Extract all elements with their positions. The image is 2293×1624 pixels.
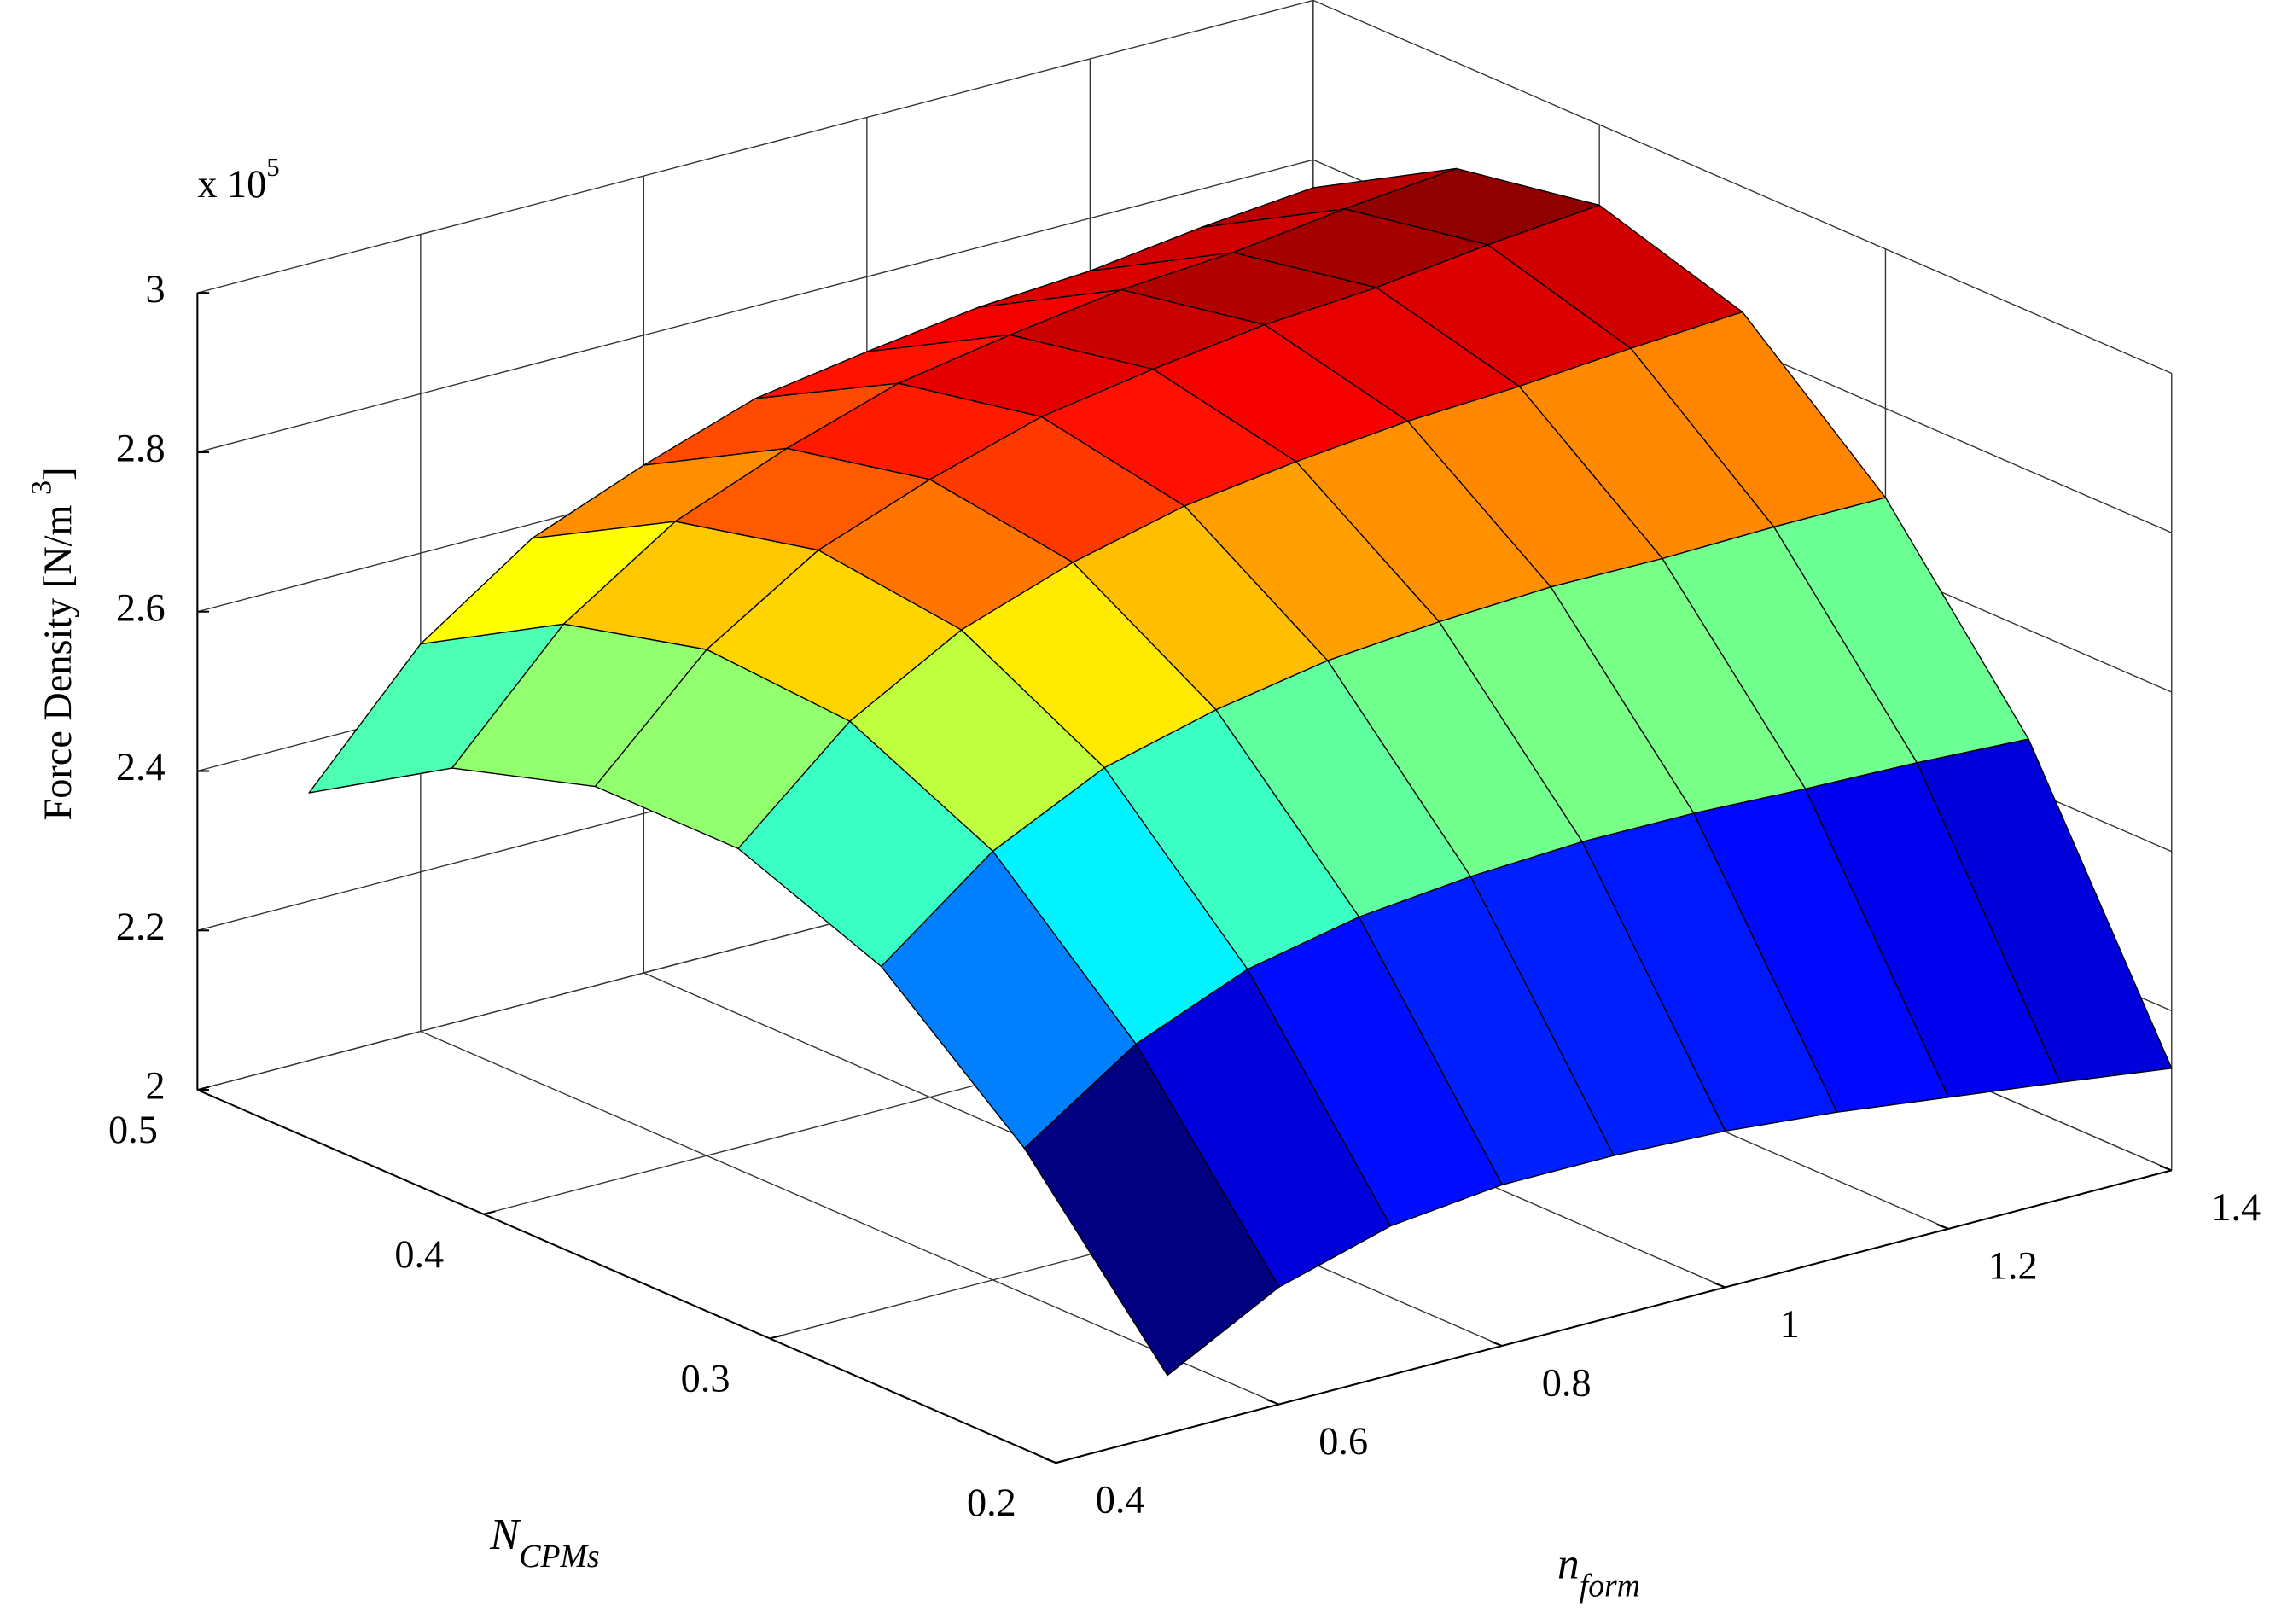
grid-line — [197, 159, 1314, 453]
y-label-sub: CPMs — [519, 1539, 599, 1575]
x-tick — [1044, 1457, 1056, 1464]
x-tick — [1490, 1340, 1503, 1347]
x-tick — [1266, 1399, 1280, 1406]
surface-face — [1023, 1043, 1280, 1377]
multiplier-text: x 10 — [197, 162, 266, 206]
y-tick-label: 0.5 — [108, 1109, 158, 1152]
z-tick-label: 3 — [146, 268, 166, 311]
y-tick — [1056, 1458, 1068, 1464]
y-tick-label: 0.3 — [681, 1357, 730, 1400]
x-tick-label: 0.4 — [1096, 1479, 1145, 1522]
x-tick-label: 1.2 — [1988, 1244, 2038, 1288]
grid-line — [1312, 0, 2173, 375]
z-axis-label: Force Density [N/m 3] — [25, 467, 79, 820]
x-tick-label: 1 — [1780, 1303, 1800, 1347]
z-tick-label: 2.4 — [116, 746, 166, 789]
x-tick-label: 1.4 — [2211, 1186, 2261, 1230]
z-tick-label: 2.2 — [116, 905, 166, 949]
grid-line — [197, 0, 1314, 294]
x-axis-label: nform — [1557, 1540, 1640, 1604]
x-axis — [1055, 1169, 2173, 1464]
y-tick-label: 0.2 — [967, 1481, 1016, 1525]
z-tick-label: 2 — [146, 1065, 166, 1109]
x-tick — [2159, 1165, 2173, 1172]
z-tick-label: 2.6 — [116, 586, 166, 630]
multiplier-exponent: 5 — [266, 153, 279, 182]
y-label-text: N — [489, 1510, 521, 1559]
surface — [308, 167, 2173, 1377]
x-tick — [1713, 1282, 1726, 1289]
x-tick-label: 0.6 — [1318, 1420, 1368, 1464]
grid-line — [420, 1030, 1280, 1406]
axes: 2 2.2 2.4 2.6 2.8 3 0.2 0.3 0.4 0.5 0.4 0.6 0.8 1 1.2 1… — [108, 268, 2261, 1525]
z-label-sup: 3 — [25, 480, 57, 495]
x-label-text: n — [1557, 1540, 1580, 1588]
y-tick — [483, 1210, 496, 1215]
z-label-end: ] — [37, 467, 80, 480]
y-axis-label: NCPMs — [489, 1510, 600, 1575]
z-tick-label: 2.8 — [116, 428, 166, 471]
y-tick — [197, 1086, 210, 1091]
y-axis — [196, 1089, 1056, 1464]
x-label-sub: form — [1580, 1568, 1640, 1604]
z-label-text: Force Density [N/m — [37, 495, 80, 820]
x-tick — [1936, 1223, 1949, 1230]
x-tick-label: 0.8 — [1542, 1362, 1592, 1406]
y-tick — [769, 1334, 782, 1340]
y-tick-label: 0.4 — [394, 1233, 444, 1277]
multiplier: x 105 — [197, 153, 279, 206]
